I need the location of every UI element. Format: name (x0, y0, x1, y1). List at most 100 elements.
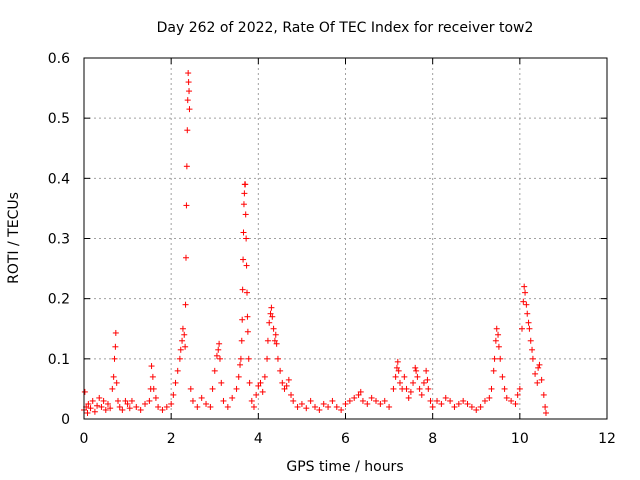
data-point (420, 379, 427, 386)
data-point (248, 397, 255, 404)
data-point (294, 403, 301, 410)
x-tick-label: 2 (167, 431, 176, 447)
data-point (526, 325, 533, 332)
data-point (468, 403, 475, 410)
data-point (451, 403, 458, 410)
data-point (274, 355, 281, 362)
data-point (218, 379, 225, 386)
data-point (329, 397, 336, 404)
data-points (81, 70, 549, 416)
data-point (401, 373, 408, 380)
data-point (85, 400, 92, 407)
data-point (442, 394, 449, 401)
data-point (473, 406, 480, 413)
data-point (495, 343, 502, 350)
data-point (512, 400, 519, 407)
data-point (386, 403, 393, 410)
data-point (520, 298, 527, 305)
data-point (174, 367, 181, 374)
data-point (529, 355, 536, 362)
data-point (255, 382, 262, 389)
y-tick-label: 0.1 (48, 352, 70, 368)
data-point (395, 367, 402, 374)
data-point (464, 400, 471, 407)
data-point (100, 397, 107, 404)
data-point (277, 367, 284, 374)
data-point (179, 337, 186, 344)
data-point (246, 379, 253, 386)
data-point (272, 331, 279, 338)
x-tick-label: 4 (254, 431, 263, 447)
data-point (536, 361, 543, 368)
data-point (91, 408, 98, 415)
y-tick-label: 0.6 (48, 51, 70, 67)
data-point (281, 385, 288, 392)
data-point (89, 397, 96, 404)
data-point (424, 376, 431, 383)
data-point (150, 385, 157, 392)
x-tick-label: 10 (511, 431, 529, 447)
data-point (182, 301, 189, 308)
data-point (414, 373, 421, 380)
data-point (107, 405, 114, 412)
data-point (181, 331, 188, 338)
data-point (224, 403, 231, 410)
data-point (499, 373, 506, 380)
data-point (527, 337, 534, 344)
data-point (325, 403, 332, 410)
data-point (273, 340, 280, 347)
data-point (535, 364, 542, 371)
y-tick-label: 0.3 (48, 232, 70, 248)
y-tick-labels: 0 0.1 0.2 0.3 0.4 0.5 0.6 (48, 51, 70, 428)
y-tick-label: 0.5 (48, 111, 70, 127)
data-point (542, 403, 549, 410)
data-point (126, 405, 133, 412)
data-point (111, 355, 118, 362)
data-point (207, 403, 214, 410)
data-point (525, 319, 532, 326)
data-point (233, 385, 240, 392)
x-tick-label: 6 (341, 431, 350, 447)
data-point (373, 397, 380, 404)
data-point (381, 397, 388, 404)
data-point (393, 364, 400, 371)
data-point (170, 391, 177, 398)
data-point (177, 346, 184, 353)
data-point (355, 391, 362, 398)
data-point (311, 403, 318, 410)
data-point (213, 352, 220, 359)
y-tick-label: 0.4 (48, 171, 70, 187)
data-point (241, 190, 248, 197)
data-point (133, 403, 140, 410)
data-point (514, 391, 521, 398)
data-point (250, 403, 257, 410)
data-point (176, 355, 183, 362)
data-point (94, 402, 101, 409)
data-point (285, 376, 292, 383)
chart-title: Day 262 of 2022, Rate Of TEC Index for r… (157, 20, 534, 36)
data-point (87, 405, 94, 412)
y-tick-label: 0 (61, 412, 70, 428)
data-point (96, 394, 103, 401)
data-point (259, 388, 266, 395)
data-point (351, 394, 358, 401)
data-point (237, 355, 244, 362)
data-point (333, 403, 340, 410)
data-point (240, 256, 247, 263)
data-point (244, 328, 251, 335)
data-point (320, 400, 327, 407)
data-point (491, 355, 498, 362)
data-point (203, 400, 210, 407)
data-point (114, 397, 121, 404)
data-point (368, 394, 375, 401)
data-point (270, 325, 277, 332)
data-point (540, 391, 547, 398)
grid-lines (84, 58, 607, 419)
data-point (523, 301, 530, 308)
x-tick-label: 8 (428, 431, 437, 447)
data-point (182, 254, 189, 261)
data-point (519, 325, 526, 332)
data-point (538, 376, 545, 383)
data-point (216, 340, 223, 347)
